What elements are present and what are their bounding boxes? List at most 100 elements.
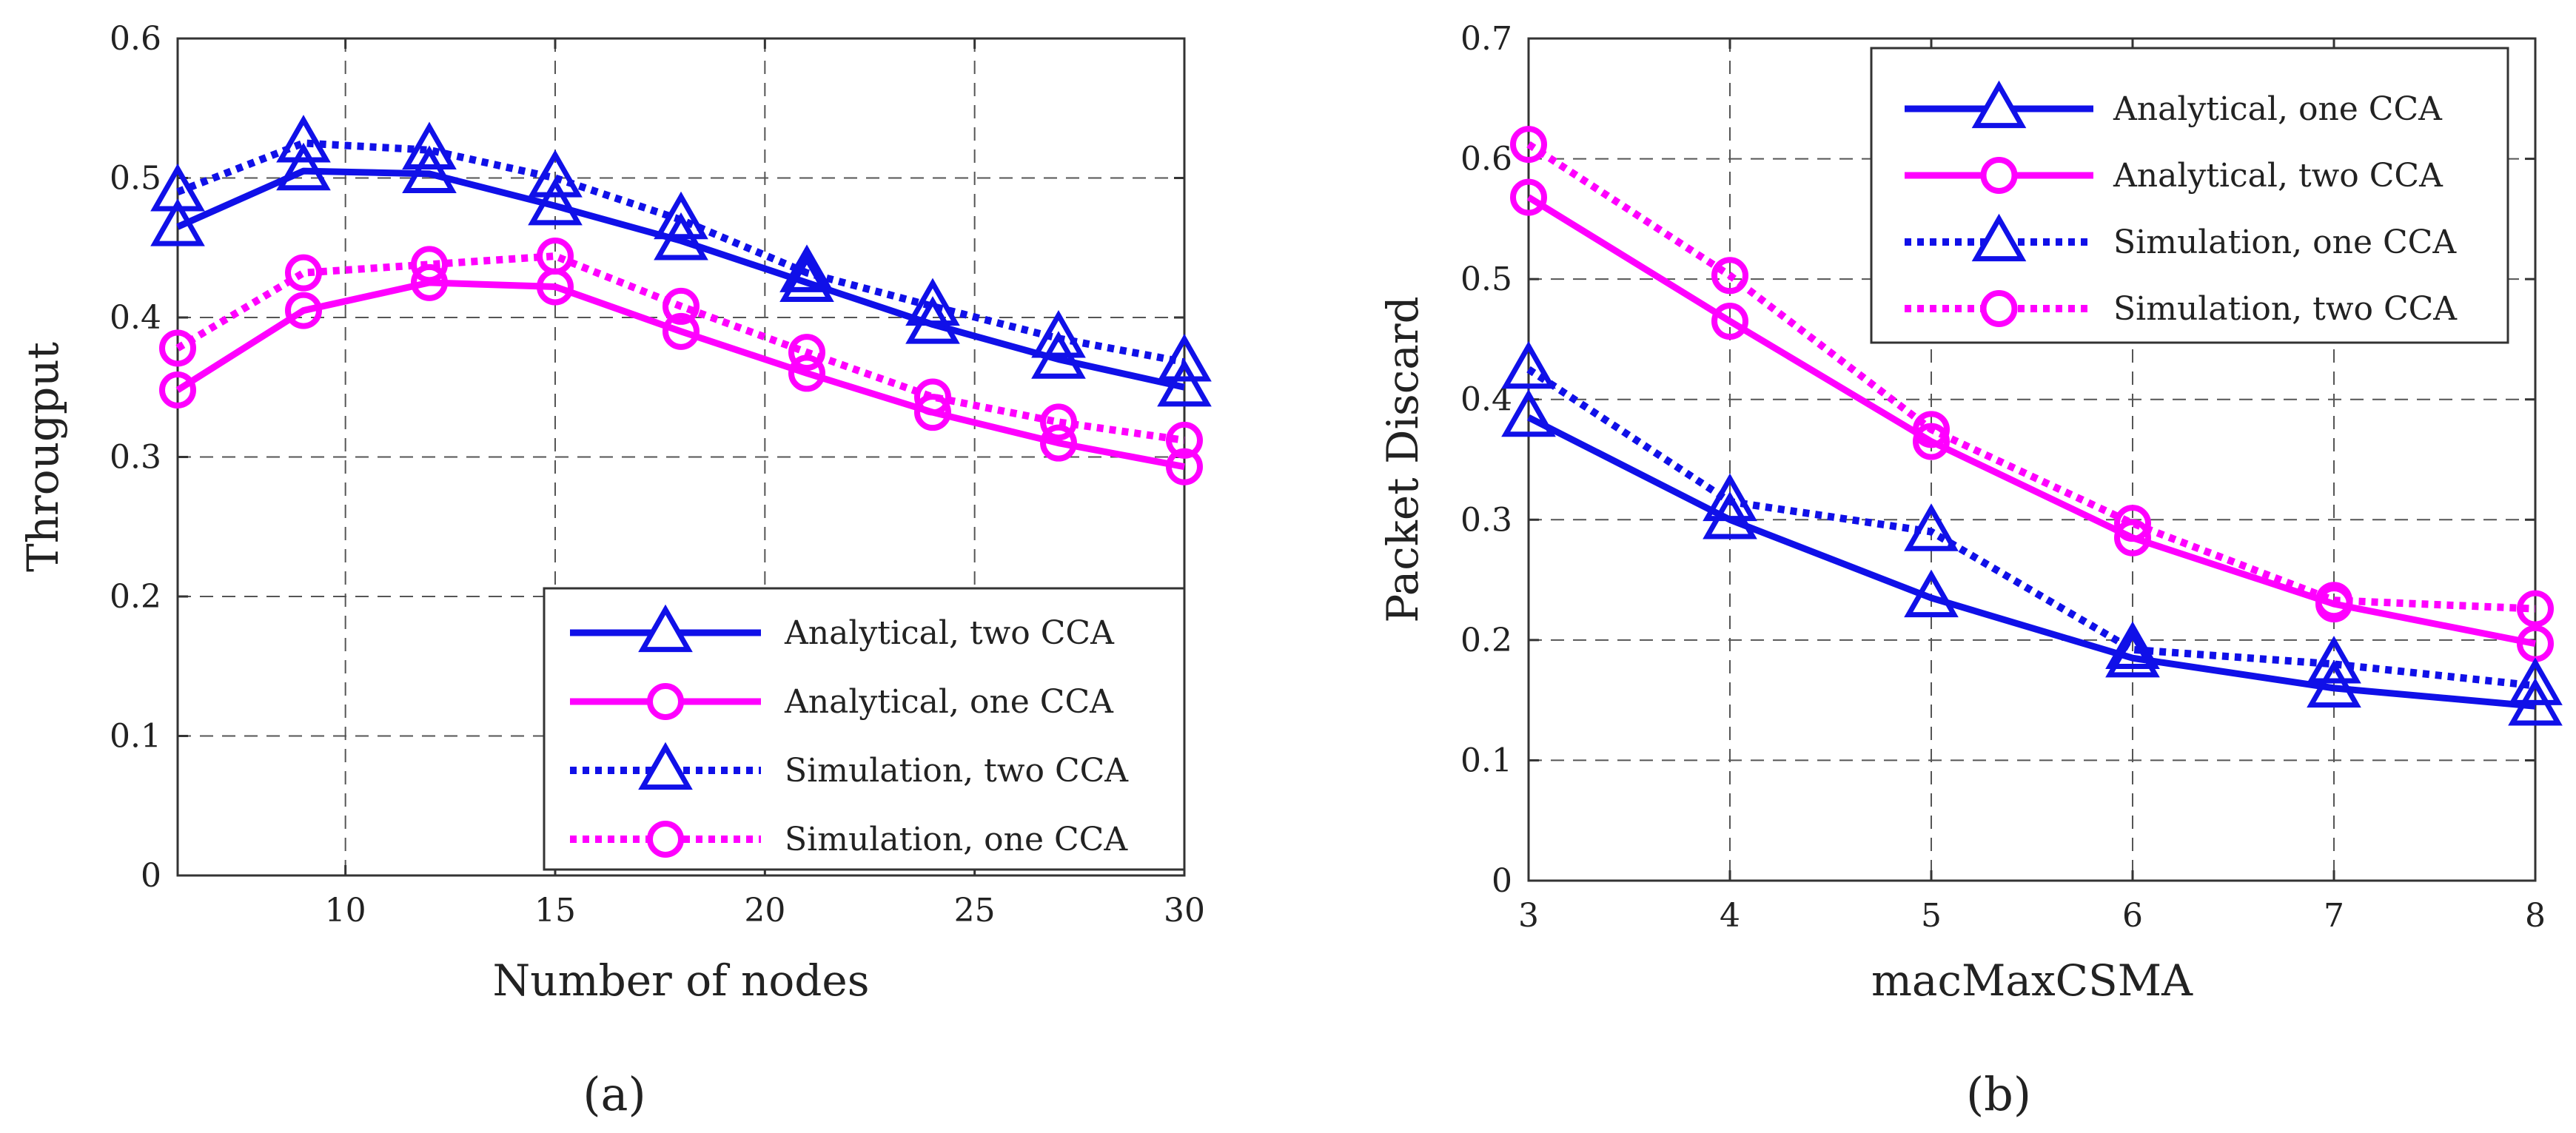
legend-label: Analytical, one CCA [784, 683, 1114, 721]
legend: Analytical, two CCA Analytical, one CCA Si… [543, 587, 1186, 871]
data-point-circle [914, 378, 951, 416]
data-point-triangle [654, 191, 708, 240]
series-line [176, 167, 1185, 391]
data-point-circle [2114, 519, 2151, 557]
x-tick-label: 20 [744, 892, 785, 929]
legend-label: Simulation, one CCA [785, 821, 1128, 858]
data-point-circle [1913, 411, 1950, 448]
x-tick-label: 25 [954, 892, 996, 929]
data-point-triangle [402, 121, 457, 169]
legend-item: Analytical, two CCA [1905, 157, 2443, 195]
data-point-triangle [1501, 340, 1556, 389]
legend-marker-triangle [1971, 80, 2027, 129]
data-point-triangle [276, 142, 331, 191]
legend: Analytical, one CCA Analytical, two CCA Si… [1870, 47, 2509, 344]
x-axis-label: macMaxCSMA [1871, 955, 2193, 1006]
legend-item: Simulation, one CCA [570, 821, 1128, 858]
series-line [175, 252, 1185, 444]
data-point-circle [1510, 126, 1547, 164]
series-line [175, 279, 1185, 471]
legend-marker-triangle [1971, 213, 2027, 262]
data-point-circle [159, 371, 196, 409]
y-tick-label: 0.4 [110, 299, 161, 337]
legend-marker-circle [1980, 290, 2018, 327]
data-point-triangle [1157, 334, 1212, 382]
data-point-circle [788, 334, 825, 371]
data-point-triangle [276, 115, 331, 163]
data-point-triangle [779, 244, 834, 292]
data-point-circle [663, 287, 700, 325]
data-point-circle [788, 354, 825, 392]
data-point-circle [2114, 505, 2151, 542]
x-axis-label: Number of nodes [492, 955, 869, 1006]
x-tick-label: 6 [2122, 897, 2143, 935]
data-point-circle [1166, 448, 1203, 485]
legend-marker-triangle [638, 604, 693, 653]
legend-item: Simulation, two CCA [570, 742, 1129, 790]
x-tick-label: 7 [2324, 897, 2344, 935]
y-tick-label: 0.1 [110, 718, 161, 756]
legend-item: Analytical, one CCA [1905, 80, 2443, 129]
data-point-triangle [2508, 657, 2563, 705]
data-point-circle [1040, 424, 1077, 462]
plot-frame [1527, 37, 2537, 882]
y-tick-label: 0 [141, 857, 161, 895]
y-tick-label: 0.3 [110, 439, 161, 477]
legend-item: Simulation, one CCA [1905, 213, 2457, 262]
data-point-circle [537, 238, 574, 275]
data-point-triangle [1904, 569, 1959, 618]
data-point-triangle [905, 278, 960, 326]
legend-marker-circle [647, 821, 684, 858]
data-point-triangle [1031, 309, 1086, 358]
series-simulation-one-cca [159, 238, 1203, 459]
y-tick-label: 0.5 [1460, 260, 1512, 298]
x-tick-label: 3 [1518, 897, 1539, 935]
data-point-circle [1711, 303, 1748, 340]
x-tick-label: 30 [1164, 892, 1205, 929]
data-point-circle [159, 329, 196, 367]
data-point-circle [1510, 178, 1547, 216]
y-tick-label: 0.2 [1460, 622, 1512, 659]
data-point-circle [411, 263, 448, 301]
y-tick-label: 0.5 [110, 160, 161, 198]
data-point-circle [411, 246, 448, 283]
data-point-triangle [1157, 358, 1212, 407]
data-point-triangle [1904, 503, 1959, 551]
legend-marker-circle [1980, 157, 2018, 194]
legend-label: Simulation, one CCA [2113, 223, 2457, 261]
data-point-triangle [2307, 659, 2361, 708]
series-simulation-two-cca [1510, 126, 2554, 628]
series-analytical-one-cca [159, 263, 1203, 485]
series-line [176, 139, 1185, 366]
series-simulation-two-cca [150, 115, 1212, 382]
legend-box [1870, 47, 2509, 344]
y-tick-label: 0.3 [1460, 501, 1512, 539]
y-tick-label: 0.1 [1460, 742, 1512, 779]
series-line [1526, 194, 2536, 648]
data-point-circle [1040, 403, 1077, 441]
legend-label: Analytical, one CCA [2113, 90, 2443, 128]
data-point-circle [285, 292, 322, 329]
x-tick-label: 5 [1921, 897, 1942, 935]
y-tick-label: 0.7 [1460, 20, 1512, 58]
series-line [1526, 141, 2536, 613]
data-point-triangle [528, 177, 583, 226]
series-line [1526, 366, 2536, 690]
data-point-circle [1166, 421, 1203, 459]
data-point-circle [1711, 257, 1748, 295]
x-tick-label: 8 [2525, 897, 2546, 935]
legend-item: Simulation, two CCA [1905, 290, 2458, 328]
data-point-triangle [2105, 629, 2160, 678]
data-point-circle [2517, 590, 2554, 628]
panel-label: (a) [583, 1067, 645, 1121]
data-point-triangle [2105, 621, 2160, 670]
series-simulation-one-cca [1501, 340, 2563, 705]
data-point-triangle [402, 145, 457, 194]
legend-label: Analytical, two CCA [784, 614, 1115, 652]
chart-b-packet-discard: 3 4 5 6 7 800.10.20.30.40.50.60.7Analytical, … [1378, 20, 2563, 1121]
data-point-circle [2315, 582, 2352, 619]
data-point-triangle [150, 198, 205, 246]
legend-marker-triangle [638, 742, 693, 790]
y-tick-label: 0.2 [110, 578, 161, 616]
y-tick-label: 0.6 [1460, 141, 1512, 178]
